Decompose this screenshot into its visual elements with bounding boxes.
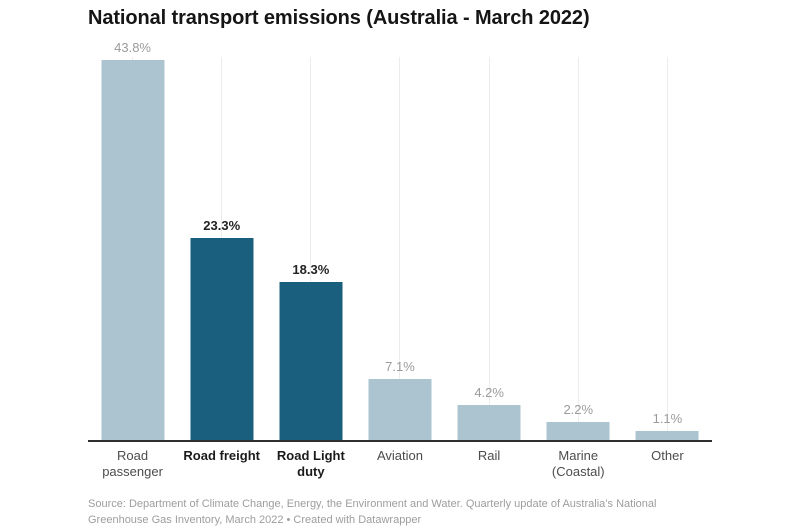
x-axis-label: Rail bbox=[477, 448, 501, 463]
bar-column: 43.8% bbox=[88, 41, 177, 441]
bar-value-label: 2.2% bbox=[563, 401, 594, 417]
gridline bbox=[666, 57, 668, 441]
plot-area: 43.8% 23.3% 18.3% 7.1% 4.2% 2.2% 1.1% bbox=[88, 41, 712, 441]
bar[interactable] bbox=[368, 379, 432, 441]
bar-column: 2.2% bbox=[534, 57, 623, 441]
x-axis-label: Road freight bbox=[183, 448, 260, 463]
bar-column: 7.1% bbox=[355, 57, 444, 441]
gridline bbox=[399, 57, 401, 441]
x-axis-label: Road Light duty bbox=[276, 448, 345, 479]
bar[interactable] bbox=[190, 238, 254, 441]
bar-value-label: 18.3% bbox=[292, 261, 330, 277]
bar-column: 4.2% bbox=[445, 57, 534, 441]
bar[interactable] bbox=[635, 431, 699, 441]
chart-title: National transport emissions (Australia … bbox=[88, 7, 590, 29]
gridline bbox=[488, 57, 490, 441]
bar-column: 1.1% bbox=[623, 57, 712, 441]
x-axis-labels: Road passenger Road freight Road Light dut… bbox=[88, 448, 712, 480]
x-axis-label: Other bbox=[651, 448, 684, 463]
bar[interactable] bbox=[457, 404, 521, 441]
bar[interactable] bbox=[546, 421, 610, 441]
x-axis-label: Aviation bbox=[376, 448, 423, 463]
x-axis-label: Road passenger bbox=[102, 448, 163, 479]
gridline bbox=[310, 57, 312, 441]
source-attribution: Source: Department of Climate Change, En… bbox=[88, 496, 728, 528]
x-axis-line bbox=[88, 440, 712, 442]
bar[interactable] bbox=[279, 281, 343, 441]
bar[interactable] bbox=[101, 59, 165, 441]
x-axis-label: Marine (Coastal) bbox=[551, 448, 605, 479]
bar-column: 23.3% bbox=[177, 57, 266, 441]
bar-value-label: 23.3% bbox=[203, 218, 241, 234]
bar-value-label: 1.1% bbox=[652, 411, 683, 427]
bar-value-label: 4.2% bbox=[474, 384, 504, 400]
bar-value-label: 7.1% bbox=[385, 359, 415, 375]
bar-column: 18.3% bbox=[266, 57, 355, 441]
bar-value-label: 43.8% bbox=[114, 39, 151, 55]
gridline bbox=[577, 57, 579, 441]
source-text-line-2: Greenhouse Gas Inventory, March 2022 • C… bbox=[88, 514, 422, 526]
source-text-line-1: Source: Department of Climate Change, En… bbox=[88, 498, 657, 510]
